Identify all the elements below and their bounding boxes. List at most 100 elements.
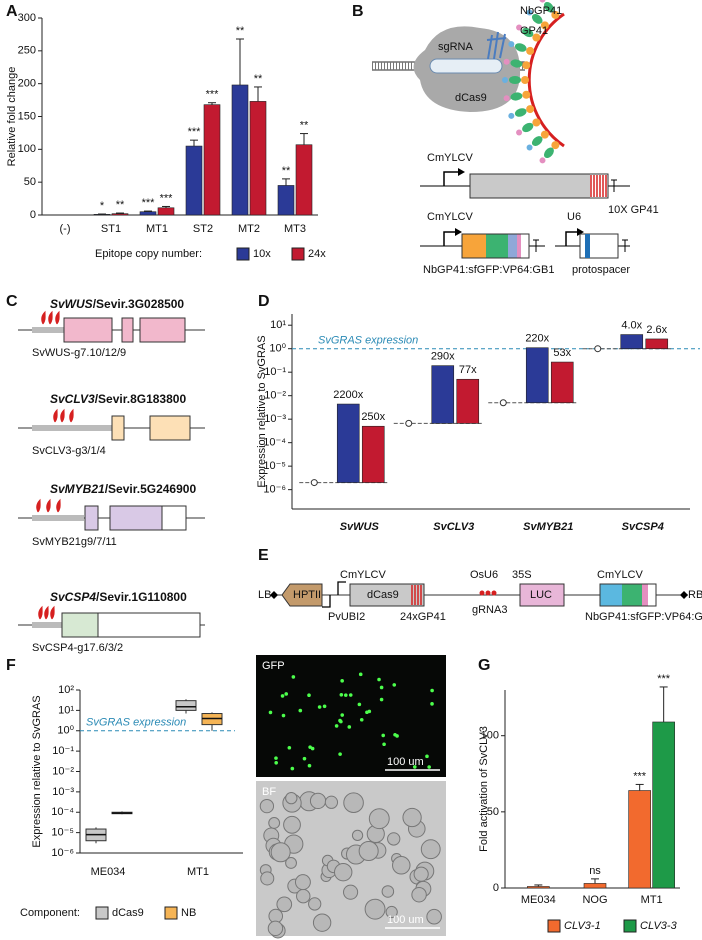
nanobody (521, 76, 529, 84)
segment (642, 584, 648, 606)
gfp-cell (357, 702, 362, 707)
bar (157, 207, 175, 216)
bf-cell (312, 913, 332, 932)
nanobody (526, 46, 535, 55)
gene-title: SvWUS/Sevir.3G028500 (50, 297, 184, 311)
x-tick-label: NOG (582, 894, 607, 906)
significance: ** (300, 119, 309, 131)
gfp-cell (430, 702, 434, 706)
tip (516, 24, 523, 31)
gene: SvCSP4 (50, 590, 96, 604)
promoter-arrow (322, 595, 331, 608)
bf-cell (358, 840, 379, 862)
x-tick-label: MT1 (187, 866, 209, 878)
bf-cell (392, 856, 411, 875)
bf-cell (276, 896, 293, 913)
gfp-cell (317, 705, 322, 709)
tip (526, 9, 533, 16)
y-tick-label: 10⁻⁶ (51, 847, 74, 859)
bf-cell (285, 857, 297, 869)
cells (259, 672, 442, 939)
arrowhead (455, 228, 462, 236)
guide-label: SvMYB21g9/7/11 (32, 536, 117, 548)
construct-e: LB HPTII CmYLCV PvUBI2 dCas9 24xGP41 OsU… (258, 569, 702, 623)
y-tick-label: 10⁻² (52, 765, 74, 777)
x-tick-label: MT1 (146, 223, 168, 235)
exon (63, 317, 113, 343)
gfp-cell (425, 754, 429, 759)
spacer (585, 234, 590, 258)
bar (361, 425, 385, 483)
significance: ns (589, 865, 601, 877)
bf-cell (381, 885, 395, 898)
label: OsU6 (470, 569, 498, 581)
bf-cell (385, 905, 398, 919)
dcas9 (349, 583, 425, 607)
exon (61, 612, 99, 638)
gfp-cell (307, 763, 312, 768)
y-axis-label: Expression relative to SvGRAS (256, 335, 268, 487)
nanobody (532, 33, 541, 42)
legend-label: CLV3-1 (564, 920, 601, 932)
y-tick-label: 50 (487, 806, 499, 818)
label: LB (258, 589, 271, 601)
gfp-cell (338, 718, 342, 723)
bar (139, 211, 157, 216)
label: NbGP41 (520, 5, 562, 17)
y-tick-label: 200 (18, 78, 36, 90)
promoter-arrow (337, 581, 346, 595)
segment (622, 584, 642, 606)
gfp-cell (291, 675, 296, 679)
border (270, 591, 278, 599)
label: LUC (530, 589, 552, 601)
nanobody (551, 141, 560, 150)
fold-label: 250x (361, 411, 385, 423)
significance: ** (282, 165, 291, 177)
segment (521, 234, 529, 258)
legend-swatch (547, 919, 561, 933)
fold-label: 220x (525, 333, 549, 345)
gfp (514, 43, 527, 52)
promoter-arrow (443, 171, 460, 186)
y-tick-label: 10⁻⁴ (51, 806, 74, 818)
legend-label: 10x (253, 248, 271, 260)
promoter (32, 515, 84, 521)
bf-cell (413, 866, 429, 882)
bar (336, 403, 360, 483)
nanobody (526, 105, 535, 114)
cds-outline (461, 233, 530, 259)
gfp-cell (274, 756, 278, 760)
bar (628, 790, 651, 889)
guide-label: SvCSP4-g17.6/3/2 (32, 642, 123, 654)
guide-label: SvCLV3-g3/1/4 (32, 445, 106, 457)
locus: /Sevir.1G110800 (96, 590, 187, 604)
significance: *** (142, 197, 156, 209)
luc (519, 583, 565, 607)
guide-label: SvWUS-g7.10/12/9 (32, 347, 126, 359)
bf-cell (387, 832, 401, 846)
y-tick-label: 10⁻³ (264, 413, 286, 425)
gfp (531, 14, 543, 24)
y-tick-label: 10⁰ (57, 725, 74, 737)
label: 24xGP41 (400, 611, 446, 623)
gfp-cell (430, 688, 434, 693)
y-tick-label: 100 (18, 143, 36, 155)
gfp-cell (290, 766, 295, 771)
tip (508, 41, 515, 48)
bf-cell (259, 798, 275, 814)
segment (517, 234, 521, 258)
label: BF (262, 786, 276, 798)
gene-title: SvCLV3/Sevir.8G183800 (50, 392, 186, 406)
promoter (32, 327, 64, 333)
bar (645, 338, 669, 349)
legend-swatch (236, 247, 250, 261)
legend-title: Epitope copy number: (95, 248, 202, 260)
grna (485, 590, 491, 596)
tag-stripes (411, 585, 422, 605)
bf-cell (402, 807, 422, 828)
gfp-cell (274, 760, 278, 765)
legend-label: NB (181, 907, 196, 919)
legend-swatch (164, 906, 178, 920)
sgrna-box (429, 58, 503, 74)
x-tick-label: SvCLV3 (433, 521, 474, 533)
